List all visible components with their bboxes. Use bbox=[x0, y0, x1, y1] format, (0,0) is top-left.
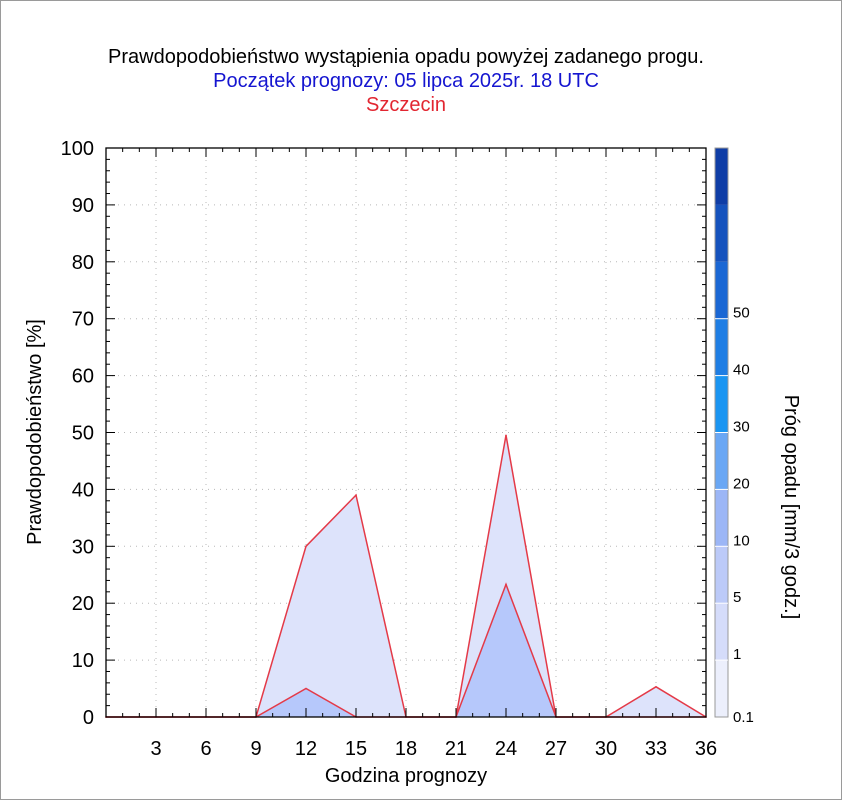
colorbar-tick-label: 20 bbox=[733, 475, 750, 492]
x-tick-label: 27 bbox=[545, 738, 567, 760]
x-tick-label: 36 bbox=[695, 738, 717, 760]
series-line-0.1 bbox=[106, 435, 707, 718]
y-tick-label: 100 bbox=[61, 138, 94, 160]
colorbar-tick-label: 30 bbox=[733, 419, 750, 436]
ticks: 3 6 9 12 15 18 21 24 27 30 33 360102030405060708090… bbox=[61, 138, 718, 760]
area-series bbox=[105, 434, 707, 718]
colorbar-segment bbox=[715, 318, 728, 376]
grid bbox=[106, 148, 706, 717]
colorbar-segment bbox=[715, 261, 728, 319]
x-tick-label: 6 bbox=[200, 738, 211, 760]
chart-subtitle: Początek prognozy: 05 lipca 2025r. 18 UT… bbox=[213, 70, 599, 92]
data-point bbox=[355, 494, 357, 496]
colorbar-segment bbox=[715, 660, 728, 717]
data-point bbox=[655, 686, 657, 688]
colorbar: 0.1 1 5 10 20 30 40 50 bbox=[714, 147, 754, 726]
colorbar-tick-label: 5 bbox=[733, 589, 741, 606]
y-tick-label: 20 bbox=[72, 593, 94, 615]
y-tick-label: 90 bbox=[72, 195, 94, 217]
area-fill-0.1 bbox=[106, 435, 706, 717]
x-tick-label: 24 bbox=[495, 738, 517, 760]
y-tick-label: 60 bbox=[72, 366, 94, 388]
x-tick-label: 3 bbox=[150, 738, 161, 760]
colorbar-segment bbox=[715, 546, 728, 604]
colorbar-segment bbox=[715, 204, 728, 262]
y-tick-label: 40 bbox=[72, 479, 94, 501]
y-tick-label: 10 bbox=[72, 650, 94, 672]
x-axis-label: Godzina prognozy bbox=[325, 765, 487, 787]
y-tick-label: 70 bbox=[72, 309, 94, 331]
x-tick-label: 30 bbox=[595, 738, 617, 760]
chart-title: Prawdopodobieństwo wystąpienia opadu pow… bbox=[108, 46, 704, 68]
data-point bbox=[505, 434, 507, 437]
data-point bbox=[305, 545, 307, 548]
data-point bbox=[505, 583, 507, 586]
colorbar-label: Próg opadu [mm/3 godz.] bbox=[780, 395, 802, 620]
colorbar-segment bbox=[715, 432, 728, 490]
colorbar-tick-label: 50 bbox=[733, 305, 750, 322]
colorbar-tick-label: 10 bbox=[733, 532, 750, 549]
x-tick-label: 15 bbox=[345, 738, 367, 760]
x-tick-label: 12 bbox=[295, 738, 317, 760]
colorbar-segment bbox=[715, 148, 728, 205]
y-tick-label: 0 bbox=[83, 707, 94, 729]
x-tick-label: 33 bbox=[645, 738, 667, 760]
colorbar-tick-label: 0.1 bbox=[733, 709, 754, 726]
colorbar-tick-label: 1 bbox=[733, 646, 741, 663]
y-axis-label: Prawdopodobieństwo [%] bbox=[24, 319, 46, 545]
colorbar-segment bbox=[715, 375, 728, 433]
x-tick-label: 18 bbox=[395, 738, 417, 760]
y-tick-label: 50 bbox=[72, 423, 94, 445]
y-tick-label: 30 bbox=[72, 536, 94, 558]
x-tick-label: 9 bbox=[250, 738, 261, 760]
colorbar-segment bbox=[715, 489, 728, 547]
colorbar-tick-label: 40 bbox=[733, 362, 750, 379]
data-point bbox=[305, 687, 307, 690]
colorbar-segment bbox=[715, 603, 728, 661]
chart-location: Szczecin bbox=[366, 94, 446, 116]
y-tick-label: 80 bbox=[72, 252, 94, 274]
x-tick-label: 21 bbox=[445, 738, 467, 760]
